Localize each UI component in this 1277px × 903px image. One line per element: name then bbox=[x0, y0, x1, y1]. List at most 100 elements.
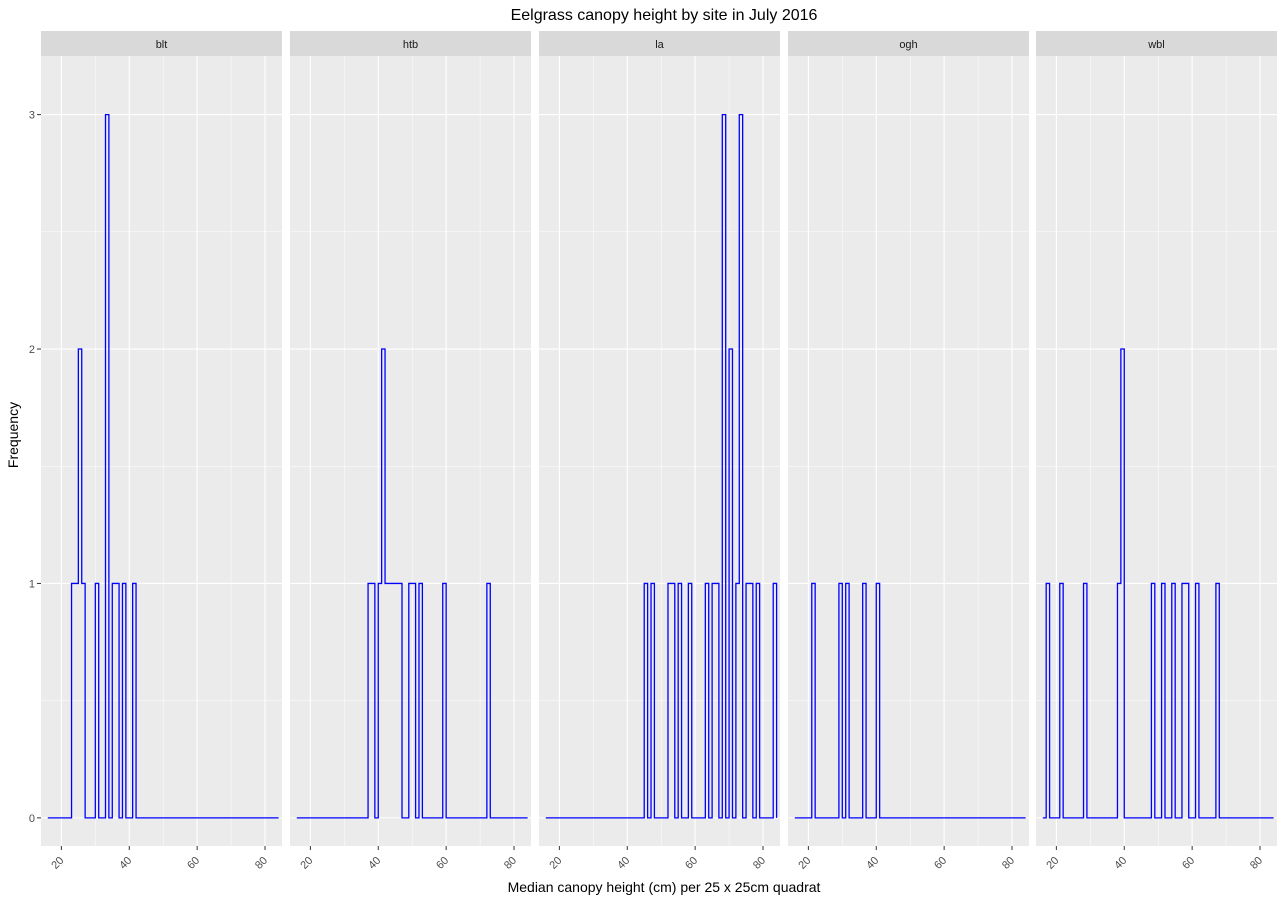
histogram-bar bbox=[876, 583, 879, 817]
histogram-bar bbox=[133, 583, 136, 817]
histogram-bar bbox=[739, 115, 742, 818]
histogram-outline-htb bbox=[296, 348, 528, 819]
histogram-bar bbox=[395, 583, 398, 817]
histogram-bar bbox=[116, 583, 119, 817]
histogram-bar bbox=[1084, 583, 1087, 817]
histogram-bar bbox=[651, 583, 654, 817]
histogram-bar bbox=[412, 583, 415, 817]
histogram-bar bbox=[1060, 583, 1063, 817]
histogram-bar bbox=[368, 583, 371, 817]
x-tick-label: 20 bbox=[298, 855, 315, 872]
histogram-bar bbox=[716, 583, 719, 817]
histogram-outline-la bbox=[545, 113, 778, 819]
x-tick-label: 20 bbox=[1044, 855, 1061, 872]
histogram-bar bbox=[1216, 583, 1219, 817]
histogram-bar bbox=[95, 583, 98, 817]
histogram-bar bbox=[388, 583, 391, 817]
y-tick-label: 2 bbox=[29, 344, 35, 356]
histogram-bar bbox=[746, 583, 749, 817]
panel-background bbox=[788, 56, 1029, 846]
x-tick-label: 60 bbox=[434, 855, 451, 872]
x-tick-label: 60 bbox=[683, 855, 700, 872]
panel-background bbox=[1036, 56, 1277, 846]
histogram-bar bbox=[1196, 583, 1199, 817]
histogram-bar bbox=[749, 583, 752, 817]
histogram-bar bbox=[1162, 583, 1165, 817]
facet-strip bbox=[41, 31, 282, 56]
histogram-bar bbox=[1185, 583, 1188, 817]
facet-panels: blt 20 40 60 80 htb 20 40 60 80 la 20 40 60 80 ogh 20 40 6… bbox=[41, 31, 1277, 872]
facet-strip-label: la bbox=[655, 39, 664, 51]
histogram-bar bbox=[82, 583, 85, 817]
x-tick-label: 80 bbox=[253, 855, 270, 872]
facet-strip bbox=[788, 31, 1029, 56]
x-tick-label: 40 bbox=[366, 855, 383, 872]
histogram-bar bbox=[112, 583, 115, 817]
histogram-outline-blt bbox=[47, 113, 279, 819]
histogram-bar bbox=[1046, 583, 1049, 817]
facet-panel-ogh: ogh 20 40 60 80 bbox=[788, 31, 1029, 872]
histogram-bar bbox=[736, 583, 739, 817]
x-tick-label: 80 bbox=[1000, 855, 1017, 872]
histogram-bar bbox=[122, 583, 125, 817]
facet-panel-wbl: wbl 20 40 60 80 bbox=[1036, 31, 1277, 872]
facet-strip-label: wbl bbox=[1147, 39, 1165, 51]
histogram-bar bbox=[1117, 583, 1120, 817]
histogram-bar bbox=[1151, 583, 1154, 817]
x-tick-label: 40 bbox=[615, 855, 632, 872]
histogram-bar bbox=[72, 583, 75, 817]
x-tick-label: 60 bbox=[185, 855, 202, 872]
histogram-bar bbox=[729, 349, 732, 818]
x-tick-label: 80 bbox=[751, 855, 768, 872]
x-tick-label: 80 bbox=[1248, 855, 1265, 872]
y-axis-title: Frequency bbox=[5, 402, 21, 468]
x-axis-title: Median canopy height (cm) per 25 x 25cm … bbox=[508, 879, 821, 895]
histogram-bar bbox=[712, 583, 715, 817]
histogram-bar bbox=[688, 583, 691, 817]
panel-background bbox=[539, 56, 780, 846]
facet-panel-blt: blt 20 40 60 80 bbox=[41, 31, 282, 872]
facet-strip-label: blt bbox=[156, 39, 168, 51]
y-tick-label: 1 bbox=[29, 578, 35, 590]
x-tick-label: 60 bbox=[1180, 855, 1197, 872]
histogram-outline-ogh bbox=[794, 582, 1026, 819]
histogram-outline-wbl bbox=[1042, 348, 1274, 819]
facet-panel-htb: htb 20 40 60 80 bbox=[290, 31, 531, 872]
facet-strip bbox=[539, 31, 780, 56]
histogram-bar bbox=[671, 583, 674, 817]
y-tick-label: 0 bbox=[29, 813, 35, 825]
facet-strip-label: ogh bbox=[899, 39, 917, 51]
x-tick-label: 60 bbox=[932, 855, 949, 872]
x-tick-label: 80 bbox=[502, 855, 519, 872]
histogram-bar bbox=[773, 583, 776, 817]
histogram-bar bbox=[75, 583, 78, 817]
histogram-bar bbox=[487, 583, 490, 817]
histogram-bar bbox=[722, 115, 725, 818]
histogram-bar bbox=[1172, 583, 1175, 817]
chart-title: Eelgrass canopy height by site in July 2… bbox=[511, 7, 818, 24]
histogram-bar bbox=[443, 583, 446, 817]
facet-strip-label: htb bbox=[403, 39, 418, 51]
histogram-bar bbox=[668, 583, 671, 817]
x-tick-label: 40 bbox=[117, 855, 134, 872]
histogram-bar bbox=[839, 583, 842, 817]
facet-strip bbox=[1036, 31, 1277, 56]
histogram-bar bbox=[1182, 583, 1185, 817]
histogram-bar bbox=[644, 583, 647, 817]
x-tick-label: 40 bbox=[864, 855, 881, 872]
histogram-bar bbox=[846, 583, 849, 817]
x-tick-label: 40 bbox=[1112, 855, 1129, 872]
histogram-bar bbox=[399, 583, 402, 817]
histogram-bar bbox=[105, 115, 108, 818]
histogram-bar bbox=[382, 349, 385, 818]
histogram-bar bbox=[378, 583, 381, 817]
histogram-bar bbox=[705, 583, 708, 817]
histogram-bar bbox=[78, 349, 81, 818]
facet-strip bbox=[290, 31, 531, 56]
histogram-bar bbox=[392, 583, 395, 817]
x-tick-label: 20 bbox=[547, 855, 564, 872]
facet-panel-la: la 20 40 60 80 bbox=[539, 31, 780, 872]
histogram-bar bbox=[371, 583, 374, 817]
x-tick-label: 20 bbox=[49, 855, 66, 872]
